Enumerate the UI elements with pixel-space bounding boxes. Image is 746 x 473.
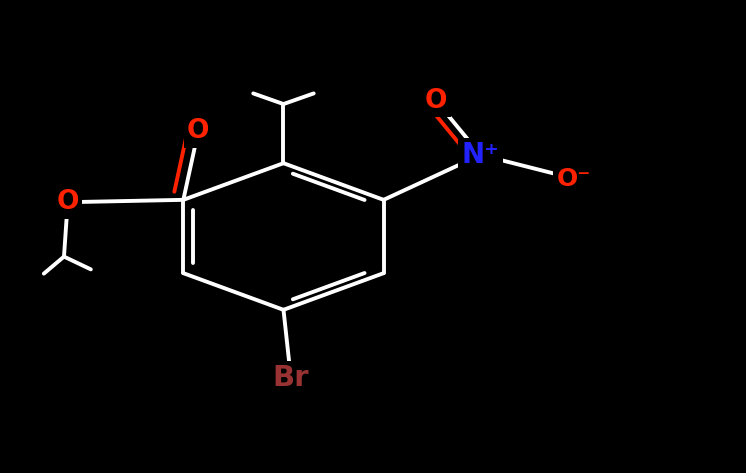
Text: O: O	[187, 118, 210, 144]
Text: N⁺: N⁺	[462, 141, 500, 169]
Text: Br: Br	[273, 364, 309, 393]
Text: O: O	[424, 88, 447, 114]
Text: O⁻: O⁻	[557, 166, 591, 191]
Text: O: O	[57, 189, 79, 215]
